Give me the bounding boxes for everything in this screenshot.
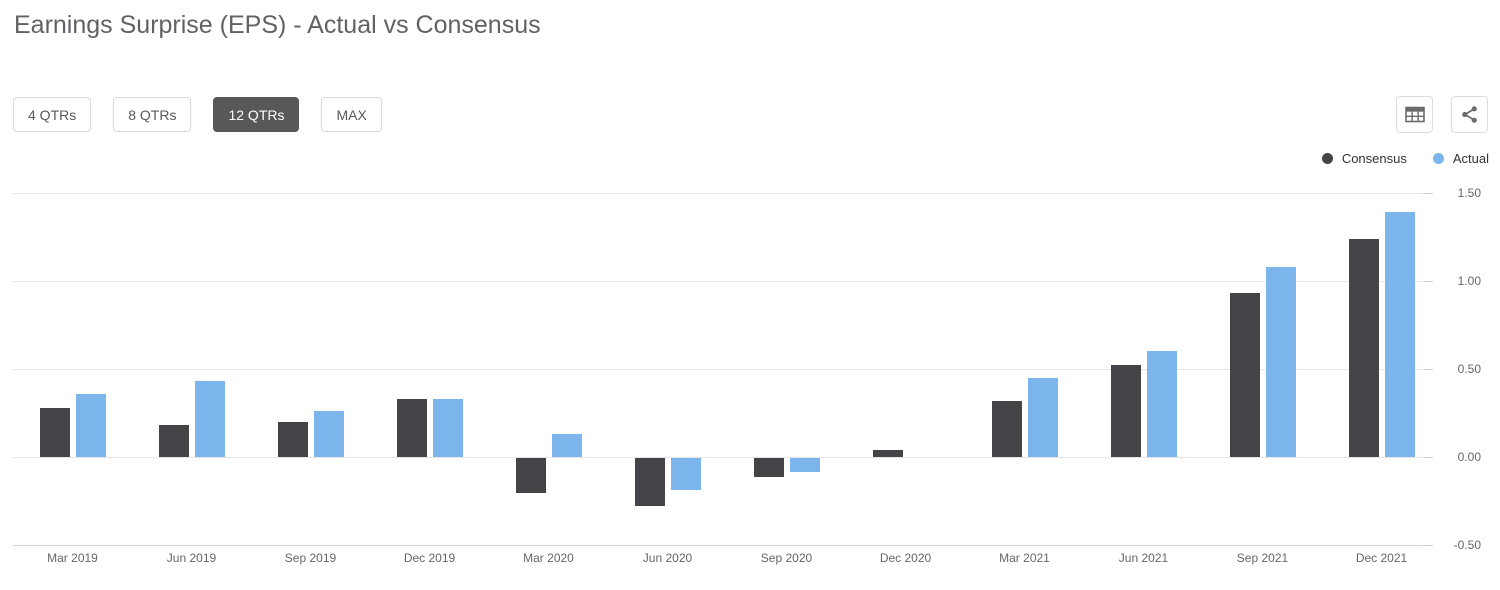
legend-item-consensus[interactable]: Consensus (1321, 151, 1407, 166)
bar-actual-sep-2021[interactable] (1266, 267, 1296, 457)
bar-consensus-mar-2020[interactable] (516, 458, 546, 493)
bar-consensus-sep-2020[interactable] (754, 458, 784, 477)
range-button-4qtrs[interactable]: 4 QTRs (13, 97, 92, 132)
bar-consensus-jun-2021[interactable] (1111, 365, 1141, 457)
gridline-1.00 (13, 281, 1423, 282)
bar-actual-sep-2020[interactable] (790, 458, 820, 472)
bar-consensus-dec-2019[interactable] (397, 399, 427, 457)
y-axis-tick (1423, 193, 1433, 194)
gridline-0.50 (13, 369, 1423, 370)
page-title: Earnings Surprise (EPS) - Actual vs Cons… (14, 11, 541, 39)
y-axis-label: 1.00 (1457, 274, 1481, 288)
bar-consensus-sep-2021[interactable] (1230, 293, 1260, 457)
bar-consensus-dec-2021[interactable] (1349, 239, 1379, 457)
x-axis-label-sep-2019: Sep 2019 (284, 551, 337, 565)
bar-actual-jun-2019[interactable] (195, 381, 225, 457)
consensus-legend-dot (1321, 153, 1333, 164)
bar-consensus-jun-2020[interactable] (635, 458, 665, 506)
y-axis-tick (1423, 369, 1433, 370)
bar-actual-mar-2021[interactable] (1028, 378, 1058, 457)
bar-actual-dec-2019[interactable] (433, 399, 463, 457)
range-button-max[interactable]: MAX (321, 97, 382, 132)
bar-consensus-mar-2019[interactable] (40, 408, 70, 457)
x-axis-label-sep-2021: Sep 2021 (1236, 551, 1289, 565)
x-axis-label-mar-2019: Mar 2019 (47, 551, 98, 565)
legend-label-consensus: Consensus (1341, 151, 1407, 166)
bar-actual-mar-2020[interactable] (552, 434, 582, 457)
y-axis-tick (1423, 281, 1433, 282)
x-axis-label-mar-2021: Mar 2021 (999, 551, 1050, 565)
actual-legend-dot (1432, 153, 1444, 164)
x-axis-label-jun-2019: Jun 2019 (166, 551, 217, 565)
range-button-8qtrs[interactable]: 8 QTRs (113, 97, 192, 132)
table-view-button[interactable] (1396, 96, 1433, 133)
y-axis-tick (1423, 457, 1433, 458)
share-button[interactable] (1451, 96, 1488, 133)
bar-actual-jun-2020[interactable] (671, 458, 701, 490)
y-axis-label: -0.50 (1453, 538, 1481, 552)
bar-consensus-mar-2021[interactable] (992, 401, 1022, 457)
legend-label-actual: Actual (1452, 151, 1489, 166)
bar-actual-sep-2019[interactable] (314, 411, 344, 457)
range-button-12qtrs[interactable]: 12 QTRs (213, 97, 300, 132)
gridline--0.50 (13, 545, 1423, 546)
x-axis-label-dec-2019: Dec 2019 (403, 551, 456, 565)
y-axis-label: 1.50 (1457, 186, 1481, 200)
bar-actual-jun-2021[interactable] (1147, 351, 1177, 457)
bar-actual-mar-2019[interactable] (76, 394, 106, 457)
table-icon (1404, 106, 1425, 123)
toolbar-icon-group (1396, 96, 1488, 133)
x-axis-label-dec-2020: Dec 2020 (879, 551, 932, 565)
share-icon (1460, 105, 1479, 124)
gridline-0.00 (13, 457, 1423, 458)
x-axis-label-jun-2021: Jun 2021 (1118, 551, 1169, 565)
x-axis-label-sep-2020: Sep 2020 (760, 551, 813, 565)
bar-consensus-jun-2019[interactable] (159, 425, 189, 457)
bar-actual-dec-2021[interactable] (1385, 212, 1415, 457)
x-axis-label-mar-2020: Mar 2020 (523, 551, 574, 565)
chart-legend: Consensus Actual (1321, 151, 1489, 166)
y-axis-label: 0.00 (1457, 450, 1481, 464)
bar-consensus-sep-2019[interactable] (278, 422, 308, 457)
bar-consensus-dec-2020[interactable] (873, 450, 903, 457)
range-button-group: 4 QTRs 8 QTRs 12 QTRs MAX (13, 97, 382, 132)
legend-item-actual[interactable]: Actual (1432, 151, 1489, 166)
y-axis-tick (1423, 545, 1433, 546)
x-axis-label-jun-2020: Jun 2020 (642, 551, 693, 565)
y-axis-label: 0.50 (1457, 362, 1481, 376)
gridline-1.50 (13, 193, 1423, 194)
x-axis-label-dec-2021: Dec 2021 (1355, 551, 1408, 565)
